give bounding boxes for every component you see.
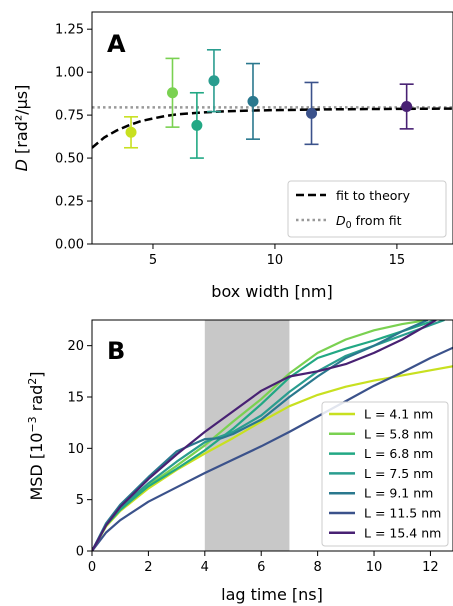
panel-a-ytick-label: 0.25 [55,195,84,210]
panel-b-ytick-label: 10 [67,442,84,457]
data-point [245,62,260,140]
panel-b-ytick-label: 0 [76,545,84,560]
series-line [92,320,437,551]
data-point [304,81,319,146]
panel-b-ytick-label: 15 [67,391,84,406]
panel-a-ylabel-unit: [rad²/µs] [12,85,31,159]
panel-a-ytick-label: 1.25 [55,23,84,38]
panel-b-axes-frame [91,319,453,552]
shaded-region [204,320,290,551]
series-line [92,320,437,551]
fit-curve [92,107,453,149]
legend-label-d0: D0 from fit [336,213,402,231]
legend-label: L = 15.4 nm [364,525,441,540]
series-line [92,346,453,551]
panel-b-legend-box [321,401,449,547]
point-marker [247,95,259,107]
panel-b-xlabel: lag time [ns] [221,585,323,604]
legend-label: L = 5.8 nm [364,426,433,441]
panel-b-xtick-label: 0 [88,560,96,575]
legend-d0-symbol: D [336,213,346,228]
legend-label: L = 7.5 nm [364,466,433,481]
panel-a-ytick-label: 0.00 [55,238,84,253]
panel-a-ytick-label: 0.75 [55,109,84,124]
panel-b-xtick-label: 10 [366,560,383,575]
panel-b-xtick-label: 6 [257,560,265,575]
panel-a: 5 10 15 0.00 0.25 0.50 0.75 1.00 1.25 A fit to t… [12,11,453,301]
panel-b-ytick-label: 20 [67,339,84,354]
panel-b-xtick-label: 4 [201,560,209,575]
panel-a-ylabel: D [rad²/µs] [12,85,31,172]
panel-a-xtick-label: 15 [389,253,406,268]
point-marker [191,119,203,131]
panel-b-legend: L = 4.1 nm L = 5.8 nm L = 6.8 nm L = 7.5 nm… [321,401,449,547]
data-point [399,83,414,130]
panel-a-legend-box [287,180,447,238]
data-point [206,49,221,113]
panel-a-xtick-label: 10 [267,253,284,268]
panel-b-ylabel-part-1: −3 [26,416,39,432]
panel-a-ylabel-symbol: D [12,159,31,171]
point-marker [401,101,413,113]
panel-b-ylabel-part-3: 2 [26,378,39,385]
panel-b-xtick-label: 12 [422,560,439,575]
legend-label: L = 6.8 nm [364,446,433,461]
data-point [124,116,139,149]
panel-b-xtick-label: 2 [144,560,152,575]
panel-a-ytick-label: 1.00 [55,66,84,81]
panel-a-xlabel: box width [nm] [211,282,332,301]
panel-a-letter: A [107,30,126,58]
panel-b-ytick-label: 5 [76,493,84,508]
legend-d0-rest: from fit [352,213,402,228]
data-point [165,57,180,128]
legend-label: L = 11.5 nm [364,506,441,521]
legend-label: L = 4.1 nm [364,407,433,422]
data-point [189,91,204,159]
panel-b: 0 2 4 6 8 10 12 0 5 10 15 20 B L = 4.1 nm L = 5.8 nm… [26,319,453,604]
series-line [92,320,429,551]
panel-b-xtick-label: 8 [313,560,321,575]
panel-b-ylabel-part-4: ] [27,371,46,377]
panel-a-xtick-label: 5 [149,253,157,268]
panel-b-ylabel: MSD [10−3 rad2] [26,371,46,500]
point-marker [306,107,318,119]
panel-a-legend: fit to theory D0 from fit [287,180,447,238]
legend-d0-subscript: 0 [346,220,352,231]
point-marker [208,75,220,87]
legend-label: L = 9.1 nm [364,486,433,501]
legend-label-fit: fit to theory [336,188,411,203]
panel-b-ylabel-part-2: rad [27,385,46,417]
point-marker [125,126,137,138]
panel-a-axes-frame [91,11,453,245]
panel-a-ytick-label: 0.50 [55,152,84,167]
panel-b-letter: B [107,337,125,365]
point-marker [166,87,178,99]
panel-b-ylabel-part-0: MSD [10 [27,433,46,501]
